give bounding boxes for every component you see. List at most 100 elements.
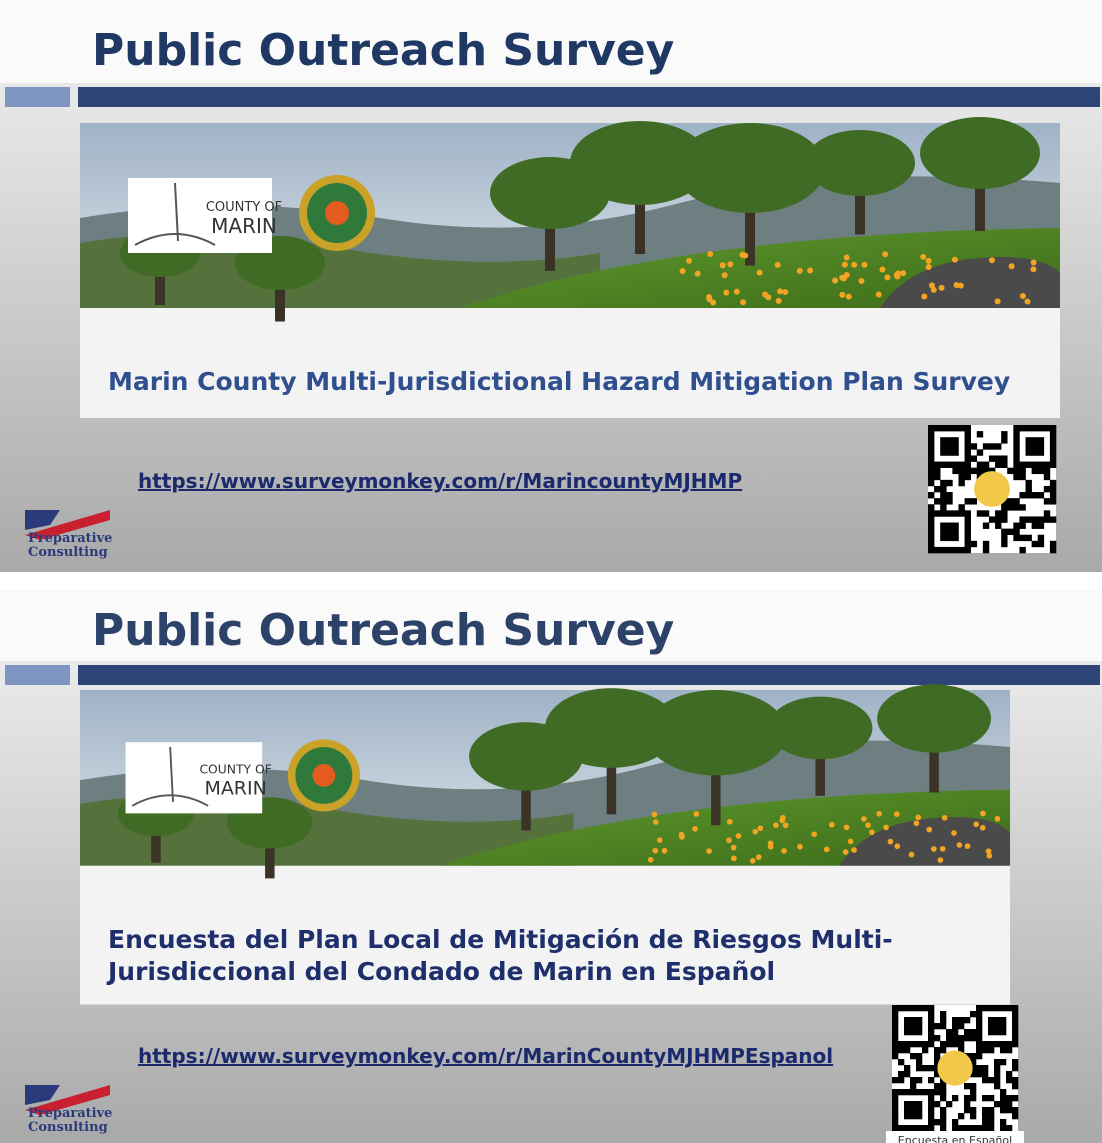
qr-module [1038,523,1044,529]
poppy [694,811,700,817]
poppy [686,258,692,264]
tree-crown [877,684,991,752]
survey-link[interactable]: https://www.surveymonkey.com/r/MarinCoun… [138,1044,833,1068]
qr-module [928,431,934,437]
poppy [739,252,745,258]
qr-module [952,1023,958,1029]
qr-module [928,474,934,480]
qr-module [1050,425,1056,431]
qr-module [1050,516,1056,522]
qr-module [988,1125,994,1131]
qr-module [1007,498,1013,504]
qr-module [952,468,958,474]
qr-module [1000,1023,1006,1029]
qr-module [976,1053,982,1059]
qr-module [995,455,1001,461]
qr-module [928,1095,934,1101]
qr-module [994,1101,1000,1107]
qr-module [1019,547,1025,553]
poppy [861,816,867,822]
poppy [882,251,888,257]
qr-module [976,1023,982,1029]
poppy [652,812,658,818]
qr-module [934,498,940,504]
qr-module [1013,431,1019,437]
qr-module [952,437,958,443]
qr-module [976,1035,982,1041]
qr-module [1044,474,1050,480]
qr-module [892,1005,898,1011]
poppy [707,251,713,257]
poppy [773,822,779,828]
qr-module [965,523,971,529]
qr-module [995,462,1001,468]
qr-module [1032,449,1038,455]
qr-module [940,1107,946,1113]
qr-module [976,1005,982,1011]
qr-module [892,1047,898,1053]
qr-module [964,1095,970,1101]
poppy [995,816,1001,822]
poppy [921,293,927,299]
tree-crown [768,697,872,760]
poppy [1024,298,1030,304]
qr-module [934,1023,940,1029]
qr-module [1032,468,1038,474]
qr-module [958,468,964,474]
qr-module [1013,443,1019,449]
qr-module [940,1089,946,1095]
qr-module [916,1101,922,1107]
qr-module [1012,1083,1018,1089]
qr-module [1019,462,1025,468]
qr-module [988,1017,994,1023]
qr-module [934,1047,940,1053]
qr-module [946,1035,952,1041]
qr-module [989,455,995,461]
qr-module [928,462,934,468]
qr-module [916,1053,922,1059]
qr-module [1000,1089,1006,1095]
poppy [851,847,857,853]
qr-module [898,1059,904,1065]
qr-module [1050,492,1056,498]
qr-module [983,443,989,449]
qr-module [983,523,989,529]
qr-module [1012,1017,1018,1023]
qr-module [1032,516,1038,522]
qr-module [958,425,964,431]
qr-module [1026,480,1032,486]
qr-module [965,443,971,449]
oes-seal-center [313,764,336,787]
qr-module [995,510,1001,516]
qr-module [952,443,958,449]
qr-module [977,462,983,468]
qr-code [928,425,1056,553]
qr-module [946,1101,952,1107]
poppy [884,274,890,280]
qr-module [928,1023,934,1029]
qr-module [928,510,934,516]
qr-module [910,1005,916,1011]
poppy [757,825,763,831]
qr-module [1000,1047,1006,1053]
qr-module [928,1041,934,1047]
qr-module [1044,510,1050,516]
qr-module [970,1113,976,1119]
county-logo-line2: MARIN [204,777,266,799]
poppy [731,856,737,862]
survey-link[interactable]: https://www.surveymonkey.com/r/Marincoun… [138,469,742,493]
slide-title: Public Outreach Survey [92,605,674,656]
qr-module [904,1041,910,1047]
qr-module [928,1011,934,1017]
qr-module [965,462,971,468]
qr-module [965,431,971,437]
qr-module [946,529,952,535]
poppy [797,844,803,850]
qr-module [892,1017,898,1023]
qr-module [904,1071,910,1077]
poppy [954,282,960,288]
qr-module [904,1065,910,1071]
qr-module [1026,449,1032,455]
qr-module [1032,523,1038,529]
qr-module [994,1083,1000,1089]
